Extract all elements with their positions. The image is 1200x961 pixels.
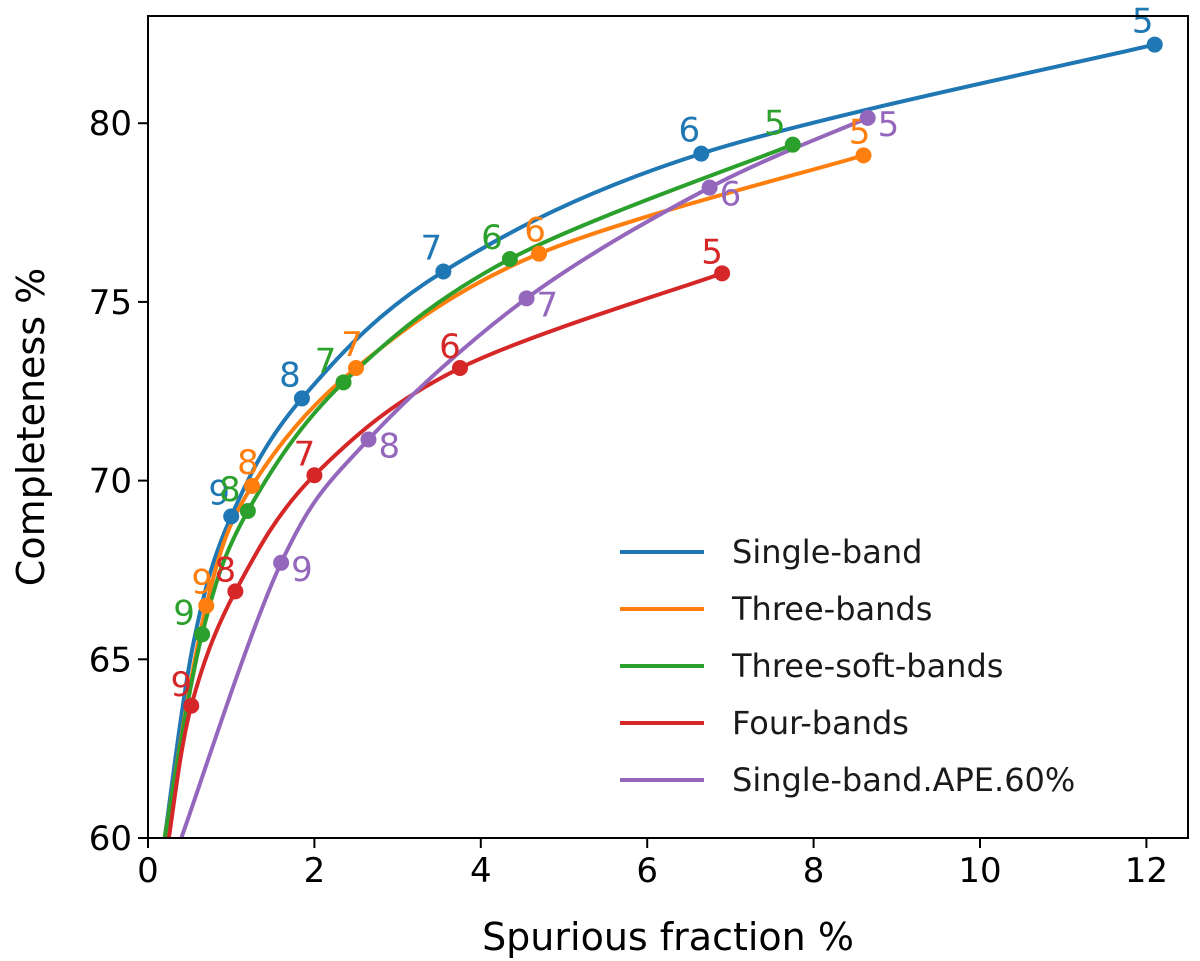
x-tick-label-0: 0 (137, 851, 159, 891)
data-label-three-soft-bands-0: 9 (173, 593, 195, 633)
data-point-single-band-ape-60-4 (859, 109, 876, 126)
data-point-three-bands-1 (244, 477, 260, 494)
data-point-four-bands-4 (714, 265, 731, 282)
data-point-three-bands-3 (531, 245, 548, 262)
legend: Single-band Three-bands Three-soft-bands Fo… (620, 533, 1075, 799)
series-line-single-band-ape-60 (179, 115, 870, 838)
y-tick-label-2: 70 (89, 462, 132, 502)
data-point-three-bands-4 (855, 147, 872, 164)
x-tick-label-3: 6 (636, 851, 658, 891)
data-point-single-band-ape-60-2 (518, 290, 535, 307)
data-point-single-band-ape-60-0 (273, 554, 290, 571)
data-point-four-bands-2 (306, 467, 323, 484)
data-point-three-soft-bands-2 (335, 374, 352, 391)
data-label-three-bands-3: 6 (524, 211, 546, 251)
plot-frame (147, 15, 1189, 839)
y-axis-label: Completeness % (9, 268, 53, 586)
x-axis-label: Spurious fraction % (482, 915, 854, 959)
x-tick-label-5: 10 (958, 851, 1001, 891)
data-label-single-band-ape-60-4: 5 (878, 105, 900, 145)
x-tick-label-1: 2 (304, 851, 326, 891)
data-label-four-bands-3: 6 (439, 327, 461, 367)
data-label-single-band-ape-60-0: 9 (291, 550, 313, 590)
data-point-single-band-4 (1146, 36, 1163, 53)
data-label-three-bands-0: 9 (191, 563, 213, 603)
data-point-single-band-ape-60-3 (701, 179, 718, 196)
data-point-single-band-3 (693, 145, 710, 162)
data-label-three-soft-bands-1: 8 (219, 470, 241, 510)
y-tick-label-1: 65 (89, 640, 132, 680)
data-point-three-bands-0 (198, 597, 215, 614)
data-label-single-band-ape-60-1: 8 (378, 427, 400, 467)
data-label-three-bands-2: 7 (341, 325, 363, 365)
data-point-four-bands-1 (227, 583, 244, 600)
y-tick-label-3: 75 (89, 283, 132, 323)
series-line-single-band (162, 42, 1157, 838)
data-point-single-band-2 (435, 263, 452, 280)
data-label-four-bands-2: 7 (294, 434, 316, 474)
data-label-single-band-3: 6 (678, 111, 700, 151)
data-label-three-soft-bands-3: 6 (481, 218, 503, 258)
data-label-four-bands-4: 5 (701, 232, 723, 272)
data-point-three-soft-bands-1 (239, 502, 256, 519)
x-tick-label-4: 8 (803, 851, 825, 891)
data-label-three-soft-bands-2: 7 (315, 341, 337, 381)
legend-label-three-soft-bands: Three-soft-bands (731, 647, 1003, 685)
data-label-four-bands-1: 8 (215, 550, 237, 590)
series-line-three-soft-bands (162, 142, 795, 838)
data-label-four-bands-0: 9 (170, 665, 192, 705)
data-label-single-band-4: 5 (1132, 2, 1154, 42)
data-point-single-band-0 (223, 508, 240, 525)
data-label-three-bands-1: 8 (237, 443, 259, 483)
data-point-three-soft-bands-0 (194, 626, 211, 643)
data-point-three-soft-bands-3 (501, 251, 518, 268)
y-tick-label-0: 60 (89, 819, 132, 859)
data-point-three-soft-bands-4 (784, 136, 801, 153)
data-point-three-bands-2 (348, 360, 364, 377)
legend-label-single-band-ape-60: Single-band.APE.60% (732, 761, 1075, 799)
x-tick-label-6: 12 (1125, 851, 1168, 891)
legend-label-single-band: Single-band (732, 533, 922, 571)
data-label-single-band-ape-60-3: 6 (720, 175, 742, 215)
data-label-three-soft-bands-4: 5 (764, 104, 786, 144)
data-label-single-band-0: 9 (208, 473, 230, 513)
data-point-single-band-1 (293, 390, 310, 407)
y-tick-label-4: 80 (89, 104, 132, 144)
data-point-four-bands-0 (183, 697, 200, 714)
x-tick-label-2: 4 (470, 851, 492, 891)
legend-label-three-bands: Three-bands (731, 590, 932, 628)
data-point-single-band-ape-60-1 (360, 431, 377, 448)
data-label-single-band-ape-60-2: 7 (537, 285, 559, 325)
data-label-single-band-2: 7 (421, 229, 443, 269)
data-label-single-band-1: 8 (279, 355, 301, 395)
legend-label-four-bands: Four-bands (732, 704, 909, 742)
data-point-four-bands-3 (452, 360, 468, 377)
